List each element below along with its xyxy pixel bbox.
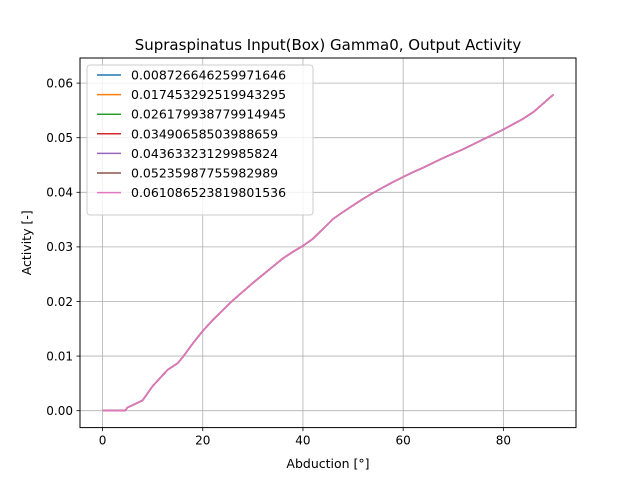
y-tick-label: 0.01 [46, 349, 73, 363]
legend-label: 0.04363323129985824 [131, 146, 278, 161]
chart-title: Supraspinatus Input(Box) Gamma0, Output … [135, 36, 522, 54]
legend-label: 0.061086523819801536 [131, 185, 286, 200]
x-tick-label: 60 [396, 434, 411, 448]
x-axis: 0 20 40 60 80 [99, 427, 511, 448]
legend: 0.008726646259971646 0.017453292519943295… [86, 64, 314, 216]
series-lines [102, 94, 554, 412]
y-tick-label: 0.05 [46, 131, 73, 145]
y-tick-label: 0.04 [46, 186, 73, 200]
legend-label: 0.03490658503988659 [131, 126, 278, 141]
x-tick-label: 20 [195, 434, 210, 448]
plot-frame [79, 57, 577, 429]
legend-label: 0.008726646259971646 [131, 68, 286, 83]
series-line-7 [102, 94, 554, 412]
x-tick-label: 0 [99, 434, 107, 448]
y-tick-label: 0.03 [46, 240, 73, 254]
x-tick-label: 80 [496, 434, 511, 448]
y-tick-label: 0.00 [46, 404, 73, 418]
y-tick-label: 0.02 [46, 295, 73, 309]
legend-label: 0.05235987755982989 [131, 166, 278, 181]
legend-label: 0.026179938779914945 [131, 107, 286, 122]
x-tick-label: 40 [295, 434, 310, 448]
x-axis-label: Abduction [°] [286, 456, 369, 471]
y-tick-label: 0.06 [46, 76, 73, 90]
y-axis-label: Activity [-] [19, 210, 34, 275]
legend-label: 0.017453292519943295 [131, 87, 286, 102]
y-axis: 0.00 0.01 0.02 0.03 0.04 0.05 0.06 [46, 76, 80, 418]
legend-box [86, 64, 314, 216]
